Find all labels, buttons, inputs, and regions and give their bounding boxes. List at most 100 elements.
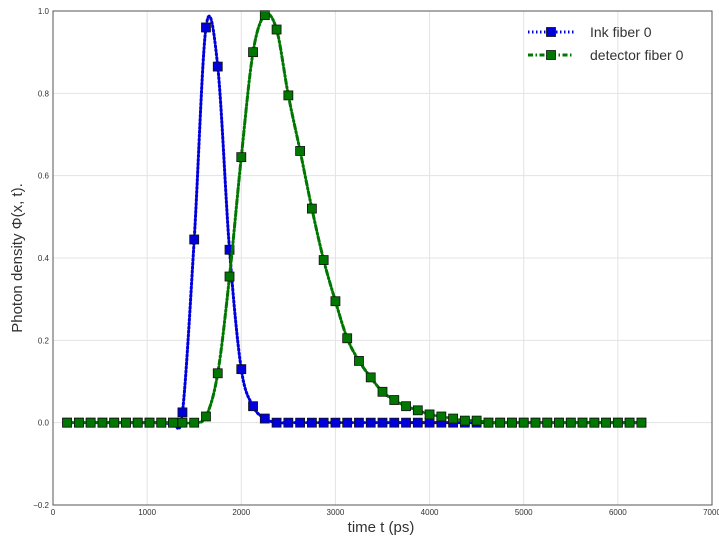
- data-point: [401, 417, 411, 428]
- data-point: [283, 90, 294, 101]
- x-tick-label: 3000: [327, 508, 345, 517]
- data-point: [448, 413, 459, 424]
- legend-label: detector fiber 0: [590, 47, 684, 63]
- legend-swatch-marker: [546, 50, 556, 60]
- data-point: [109, 417, 120, 428]
- y-tick-label: 1.0: [38, 7, 50, 16]
- data-point: [554, 417, 564, 428]
- data-point: [636, 417, 647, 428]
- x-tick-label: 4000: [421, 508, 439, 517]
- series-2: [62, 10, 647, 428]
- data-point: [177, 417, 188, 428]
- data-point: [189, 417, 200, 428]
- data-point: [342, 417, 353, 428]
- data-point: [365, 417, 376, 428]
- data-point: [354, 356, 364, 366]
- y-tick-label: 0.2: [38, 336, 50, 345]
- x-axis-label: time t (ps): [348, 519, 415, 536]
- data-point: [377, 417, 388, 428]
- data-point: [401, 401, 411, 412]
- data-point: [589, 417, 600, 428]
- data-point: [507, 417, 517, 428]
- data-point: [212, 368, 223, 379]
- data-point: [236, 152, 247, 163]
- data-point: [330, 417, 341, 428]
- data-point: [271, 417, 282, 428]
- x-tick-label: 0: [51, 508, 56, 517]
- data-point: [459, 415, 470, 426]
- data-point: [201, 411, 211, 422]
- data-point: [85, 417, 96, 428]
- data-point: [259, 10, 270, 21]
- data-point: [412, 405, 423, 416]
- data-point: [121, 417, 131, 428]
- data-point: [424, 417, 435, 428]
- y-tick-label: 0.0: [38, 419, 50, 428]
- y-tick-label: 0.8: [38, 89, 50, 98]
- data-point: [132, 417, 143, 428]
- data-point: [389, 417, 400, 428]
- data-point: [224, 271, 235, 282]
- data-point: [306, 417, 317, 428]
- data-point: [73, 417, 84, 428]
- y-axis-label: Photon density Φ(x, t).: [9, 183, 26, 333]
- data-point: [306, 203, 317, 214]
- data-point: [542, 417, 553, 428]
- data-point: [624, 417, 635, 428]
- x-tick-label: 5000: [515, 508, 533, 517]
- data-point: [224, 244, 235, 255]
- data-point: [530, 417, 541, 428]
- data-point: [330, 296, 341, 307]
- data-point: [342, 333, 353, 344]
- data-point: [318, 417, 329, 428]
- series-layer: [62, 10, 647, 431]
- data-point: [518, 417, 529, 428]
- y-tick-label: 0.4: [38, 254, 50, 263]
- data-point: [248, 401, 258, 412]
- data-point: [295, 417, 306, 428]
- data-point: [295, 146, 306, 156]
- data-point: [271, 24, 282, 35]
- x-tick-label: 1000: [138, 508, 156, 517]
- legend-label: Ink fiber 0: [590, 24, 652, 40]
- data-point: [156, 417, 167, 428]
- data-point: [168, 417, 178, 428]
- data-point: [201, 22, 211, 33]
- data-point: [377, 386, 388, 397]
- legend-item: detector fiber 0: [528, 47, 684, 63]
- data-point: [483, 417, 494, 428]
- data-point: [283, 417, 294, 428]
- legend-swatch-marker: [546, 27, 556, 37]
- data-point: [565, 417, 576, 428]
- data-point: [365, 372, 376, 383]
- data-point: [177, 407, 188, 418]
- data-point: [612, 417, 623, 428]
- data-point: [471, 415, 482, 426]
- ticks: 0 1000 2000 3000 4000 5000 6000 7000 −0.2 0.0 0.2 0…: [33, 7, 719, 517]
- data-point: [97, 417, 108, 428]
- y-tick-label: −0.2: [33, 501, 49, 510]
- data-point: [495, 417, 506, 428]
- data-point: [601, 417, 611, 428]
- grid: [52, 10, 713, 506]
- data-point: [236, 364, 247, 375]
- data-point: [212, 61, 223, 72]
- data-point: [577, 417, 588, 428]
- data-point: [189, 234, 200, 245]
- legend-item: Ink fiber 0: [528, 24, 652, 40]
- data-point: [354, 417, 364, 428]
- data-point: [144, 417, 155, 428]
- data-point: [259, 413, 270, 424]
- x-tick-label: 2000: [232, 508, 250, 517]
- data-point: [389, 395, 400, 405]
- data-point: [436, 411, 447, 422]
- legend: Ink fiber 0 detector fiber 0: [528, 24, 684, 63]
- plot-frame: [52, 10, 713, 506]
- x-tick-label: 6000: [609, 508, 627, 517]
- data-point: [424, 409, 435, 420]
- data-point: [248, 47, 258, 58]
- x-tick-label: 7000: [703, 508, 719, 517]
- data-point: [62, 417, 73, 428]
